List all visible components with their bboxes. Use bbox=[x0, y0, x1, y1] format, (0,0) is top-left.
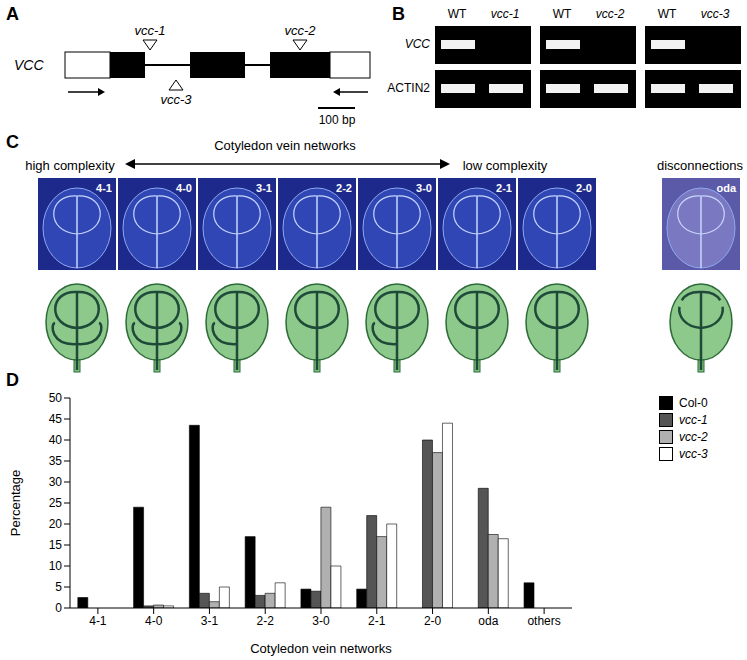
svg-text:disconnections: disconnections bbox=[657, 158, 743, 173]
svg-text:20: 20 bbox=[49, 517, 63, 531]
svg-text:4-0: 4-0 bbox=[145, 614, 163, 628]
svg-text:3-1: 3-1 bbox=[201, 614, 219, 628]
svg-text:D: D bbox=[6, 370, 19, 390]
html-text:vcc-1: vcc-1 bbox=[679, 413, 708, 427]
svg-text:VCC: VCC bbox=[405, 37, 431, 51]
svg-text:50: 50 bbox=[49, 391, 63, 405]
svg-text:2-2: 2-2 bbox=[336, 182, 352, 194]
svg-text:25: 25 bbox=[49, 496, 63, 510]
svg-text:WT: WT bbox=[448, 7, 467, 21]
svg-text:30: 30 bbox=[49, 475, 63, 489]
svg-text:3-0: 3-0 bbox=[416, 182, 432, 194]
svg-text:2-0: 2-0 bbox=[576, 182, 592, 194]
svg-text:vcc-1: vcc-1 bbox=[134, 23, 165, 38]
html-text:Col-0: Col-0 bbox=[679, 396, 708, 410]
svg-text:high complexity: high complexity bbox=[25, 158, 115, 173]
svg-text:vcc-3: vcc-3 bbox=[701, 7, 730, 21]
svg-text:B: B bbox=[392, 4, 405, 24]
svg-text:4-1: 4-1 bbox=[96, 182, 112, 194]
html-text:vcc-3: vcc-3 bbox=[679, 447, 708, 461]
svg-text:45: 45 bbox=[49, 412, 63, 426]
svg-text:2-1: 2-1 bbox=[368, 614, 386, 628]
svg-text:15: 15 bbox=[49, 538, 63, 552]
svg-text:oda: oda bbox=[716, 182, 736, 194]
svg-text:vcc-3: vcc-3 bbox=[160, 92, 192, 107]
svg-text:VCC: VCC bbox=[14, 57, 44, 73]
svg-text:2-1: 2-1 bbox=[496, 182, 512, 194]
svg-text:4-0: 4-0 bbox=[176, 182, 192, 194]
svg-text:10: 10 bbox=[49, 559, 63, 573]
svg-text:3-1: 3-1 bbox=[256, 182, 272, 194]
html-text:vcc-2: vcc-2 bbox=[679, 430, 708, 444]
svg-text:2-0: 2-0 bbox=[424, 614, 442, 628]
svg-text:Cotyledon vein networks: Cotyledon vein networks bbox=[214, 138, 356, 153]
svg-text:others: others bbox=[527, 614, 560, 628]
svg-text:vcc-2: vcc-2 bbox=[596, 7, 625, 21]
svg-text:35: 35 bbox=[49, 454, 63, 468]
svg-text:40: 40 bbox=[49, 433, 63, 447]
svg-text:4-1: 4-1 bbox=[89, 614, 107, 628]
svg-text:C: C bbox=[6, 132, 19, 152]
svg-text:Cotyledon vein networks: Cotyledon vein networks bbox=[250, 641, 392, 656]
svg-text:100 bp: 100 bp bbox=[319, 113, 356, 127]
svg-text:3-0: 3-0 bbox=[312, 614, 330, 628]
svg-text:Percentage: Percentage bbox=[8, 470, 23, 537]
svg-text:WT: WT bbox=[553, 7, 572, 21]
svg-text:0: 0 bbox=[55, 601, 62, 615]
svg-text:ACTIN2: ACTIN2 bbox=[387, 81, 430, 95]
svg-text:5: 5 bbox=[55, 580, 62, 594]
svg-text:2-2: 2-2 bbox=[257, 614, 275, 628]
svg-text:low complexity: low complexity bbox=[463, 158, 548, 173]
svg-text:A: A bbox=[6, 4, 19, 24]
svg-text:vcc-1: vcc-1 bbox=[491, 7, 520, 21]
svg-text:oda: oda bbox=[478, 614, 498, 628]
svg-text:vcc-2: vcc-2 bbox=[284, 23, 316, 38]
svg-text:WT: WT bbox=[658, 7, 677, 21]
